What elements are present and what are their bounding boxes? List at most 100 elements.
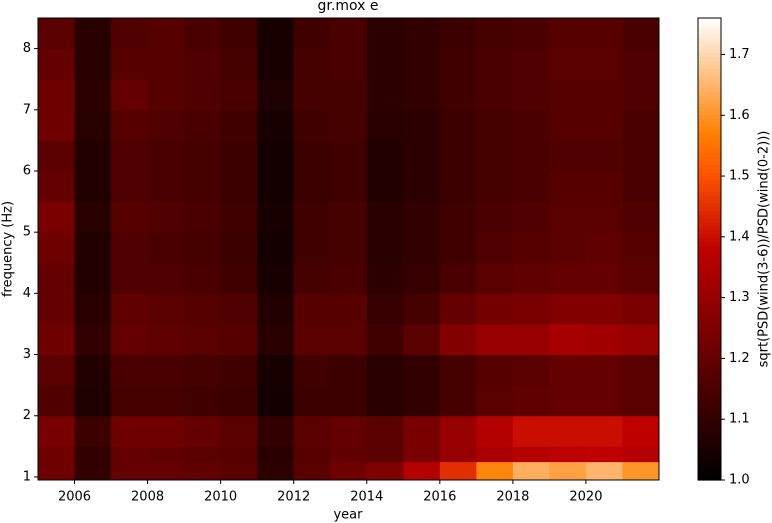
- heatmap-cell: [184, 109, 222, 141]
- heatmap-cell: [549, 354, 587, 386]
- x-tick-label: 2012: [277, 490, 310, 505]
- heatmap-cell: [147, 140, 185, 172]
- heatmap-cell: [111, 140, 149, 172]
- heatmap-cell: [366, 293, 404, 325]
- heatmap-cell: [585, 48, 623, 80]
- heatmap-cell: [257, 293, 295, 325]
- heatmap-cell: [38, 385, 76, 417]
- heatmap-cell: [330, 201, 368, 233]
- heatmap-cell: [330, 323, 368, 356]
- heatmap-cell: [622, 79, 660, 111]
- colorbar-swatch: [698, 291, 721, 296]
- heatmap-cell: [184, 385, 222, 417]
- heatmap-cell: [111, 446, 149, 463]
- x-axis-label: year: [333, 508, 363, 523]
- heatmap-cell: [366, 262, 404, 294]
- heatmap-cell: [476, 323, 514, 356]
- y-tick-label: 6: [23, 163, 31, 178]
- heatmap-cell: [257, 170, 295, 203]
- heatmap-cell: [74, 140, 112, 172]
- heatmap-cell: [330, 385, 368, 417]
- colorbar-swatch: [698, 472, 721, 477]
- heatmap-cell: [622, 170, 660, 203]
- heatmap-cell: [220, 170, 258, 203]
- heatmap-cell: [293, 170, 331, 203]
- heatmap-cell: [330, 140, 368, 172]
- heatmap-cell: [38, 446, 76, 463]
- heatmap-cell: [74, 415, 112, 447]
- heatmap-cell: [476, 170, 514, 203]
- heatmap-cell: [439, 461, 477, 481]
- heatmap-cell: [439, 262, 477, 294]
- colorbar-tick-label: 1.7: [729, 47, 750, 62]
- colorbar-tick-label: 1.4: [729, 229, 750, 244]
- colorbar-swatch: [698, 137, 721, 142]
- colorbar-swatch: [698, 225, 721, 231]
- heatmap-cell: [403, 323, 441, 356]
- heatmap-cell: [111, 354, 149, 386]
- heatmap-cell: [330, 48, 368, 80]
- heatmap-cell: [512, 354, 550, 386]
- heatmap-cell: [549, 385, 587, 417]
- colorbar-swatch: [698, 322, 721, 327]
- heatmap-cell: [38, 415, 76, 447]
- heatmap-cell: [74, 232, 112, 264]
- heatmap-cell: [184, 232, 222, 264]
- colorbar-swatch: [698, 433, 721, 439]
- colorbar-swatch: [698, 460, 721, 466]
- colorbar-swatch: [698, 114, 721, 119]
- colorbar-swatch: [698, 56, 721, 61]
- heatmap-cell: [257, 262, 295, 294]
- heatmap-cell: [366, 79, 404, 111]
- colorbar-swatch: [698, 279, 721, 285]
- colorbar-swatch: [698, 345, 721, 350]
- heatmap-cell: [293, 293, 331, 325]
- heatmap-cell: [330, 170, 368, 203]
- colorbar-swatch: [698, 441, 721, 446]
- heatmap-cell: [549, 415, 587, 447]
- colorbar-swatch: [698, 156, 721, 162]
- heatmap-cell: [257, 79, 295, 111]
- heatmap-cell: [184, 415, 222, 447]
- colorbar-swatch: [698, 202, 721, 208]
- heatmap-cell: [220, 18, 258, 50]
- colorbar-swatch: [698, 179, 721, 185]
- heatmap-cell: [220, 385, 258, 417]
- colorbar-swatch: [698, 403, 721, 408]
- heatmap-cell: [293, 354, 331, 386]
- heatmap-cell: [622, 48, 660, 80]
- heatmap-cell: [74, 109, 112, 141]
- heatmap-cell: [147, 323, 185, 356]
- y-tick-label: 8: [23, 41, 31, 56]
- colorbar-swatch: [698, 391, 721, 396]
- heatmap-cell: [439, 109, 477, 141]
- y-tick-label: 7: [23, 102, 31, 117]
- colorbar-swatch: [698, 133, 721, 138]
- colorbar-swatch: [698, 352, 721, 358]
- colorbar-swatch: [698, 68, 721, 73]
- heatmap-cell: [512, 385, 550, 417]
- heatmap-cell: [38, 170, 76, 203]
- colorbar-swatch: [698, 333, 721, 339]
- heatmap-cell: [74, 354, 112, 386]
- heatmap-cell: [111, 48, 149, 80]
- heatmap-cell: [147, 170, 185, 203]
- heatmap-cell: [439, 201, 477, 233]
- colorbar-swatch: [698, 37, 721, 42]
- heatmap-cell: [585, 323, 623, 356]
- heatmap-cell: [439, 415, 477, 447]
- colorbar-swatch: [698, 52, 721, 58]
- heatmap-cell: [512, 170, 550, 203]
- heatmap-cell: [330, 354, 368, 386]
- heatmap-cell: [512, 48, 550, 80]
- colorbar-tick-label: 1.3: [729, 290, 750, 305]
- heatmap-cell: [403, 18, 441, 50]
- colorbar-swatch: [698, 183, 721, 188]
- heatmap-cell: [585, 293, 623, 325]
- heatmap-cell: [330, 79, 368, 111]
- heatmap-cell: [585, 232, 623, 264]
- heatmap-cell: [38, 354, 76, 386]
- heatmap-cell: [366, 446, 404, 463]
- heatmap-cell: [403, 415, 441, 447]
- colorbar-swatch: [698, 360, 721, 366]
